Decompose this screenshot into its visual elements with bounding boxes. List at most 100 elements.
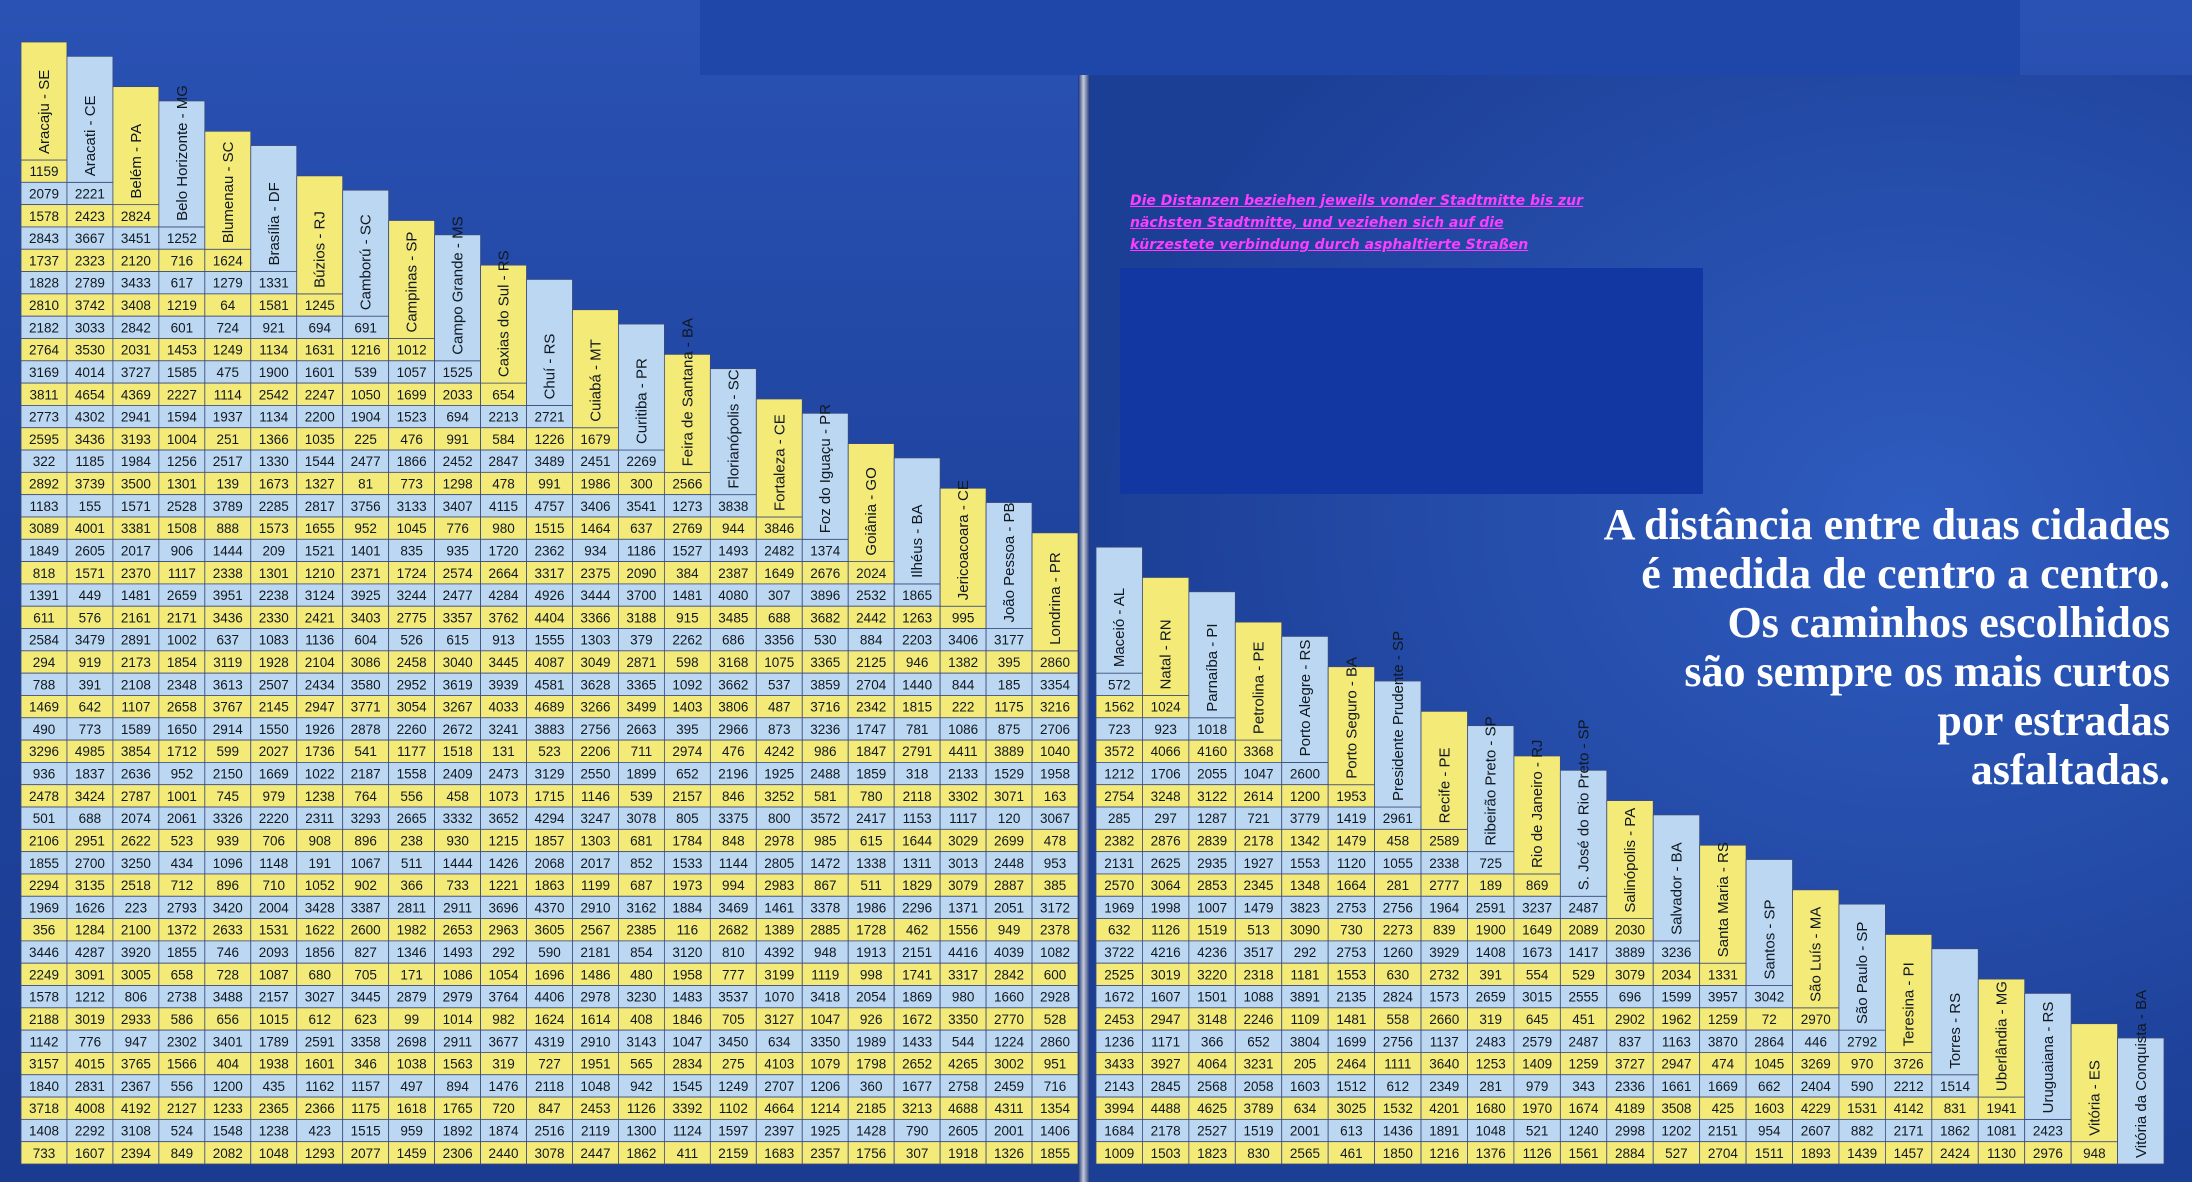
distance-value: 1374 (810, 543, 841, 558)
distance-value: 3216 (1040, 700, 1070, 715)
distance-value: 1532 (1383, 1101, 1413, 1116)
distance-value: 1561 (1569, 1146, 1599, 1161)
distance-value: 3220 (1197, 967, 1227, 982)
distance-value: 1514 (1940, 1079, 1971, 1094)
distance-value: 884 (860, 633, 883, 648)
distance-value: 1673 (1522, 945, 1552, 960)
distance-value: 1259 (1569, 1057, 1599, 1072)
distance-value: 781 (906, 722, 929, 737)
distance-value: 487 (768, 700, 791, 715)
distance-value: 2568 (1197, 1079, 1227, 1094)
distance-value: 530 (814, 633, 837, 648)
distance-value: 2842 (121, 320, 151, 335)
distance-value: 1941 (1986, 1101, 2016, 1116)
distance-value: 1240 (1569, 1124, 1599, 1139)
distance-value: 1050 (351, 387, 381, 402)
distance-value: 1724 (397, 566, 428, 581)
distance-value: 2871 (626, 655, 656, 670)
distance-value: 3064 (1151, 878, 1182, 893)
distance-value: 4926 (534, 588, 564, 603)
distance-value: 1444 (213, 543, 244, 558)
distance-value: 1348 (1290, 878, 1320, 893)
distance-value: 2775 (397, 610, 427, 625)
distance-value: 3168 (718, 655, 748, 670)
distance-value: 2342 (856, 700, 886, 715)
distance-value: 2125 (856, 655, 886, 670)
distance-value: 1508 (167, 521, 197, 536)
distance-value: 1216 (1429, 1146, 1459, 1161)
distance-value: 1109 (1290, 1012, 1319, 1027)
distance-value: 3771 (351, 700, 381, 715)
distance-value: 513 (1247, 923, 1270, 938)
distance-value: 2079 (29, 186, 59, 201)
distance-value: 2404 (1801, 1079, 1832, 1094)
distance-value: 523 (538, 744, 561, 759)
distance-value: 2030 (1615, 923, 1645, 938)
distance-value: 3804 (1290, 1034, 1321, 1049)
distance-value: 601 (171, 320, 194, 335)
distance-value: 1603 (1290, 1079, 1320, 1094)
distance-value: 723 (1108, 722, 1131, 737)
distance-value: 1998 (1151, 900, 1181, 915)
note-line: kürzestete verbindung durch asphaltierte… (1130, 237, 1529, 253)
distance-value: 4216 (1151, 945, 1181, 960)
distance-value: 4201 (1429, 1101, 1459, 1116)
distance-value: 2370 (121, 566, 151, 581)
distance-value: 2961 (1383, 811, 1413, 826)
distance-value: 2721 (534, 410, 564, 425)
distance-value: 490 (33, 722, 56, 737)
distance-value: 1117 (168, 566, 196, 581)
distance-value: 1815 (902, 700, 932, 715)
distance-value: 3356 (764, 633, 794, 648)
distance-value: 2108 (121, 677, 151, 692)
distance-value: 2382 (1104, 833, 1134, 848)
distance-value: 694 (446, 410, 469, 425)
distance-value: 3838 (718, 499, 748, 514)
distance-value: 1519 (1197, 923, 1227, 938)
distance-value: 2570 (1104, 878, 1134, 893)
distance-value: 2187 (351, 767, 381, 782)
distance-value: 1298 (443, 477, 473, 492)
distance-value: 1581 (259, 298, 289, 313)
distance-value: 730 (1340, 923, 1363, 938)
distance-value: 476 (722, 744, 745, 759)
distance-value: 1439 (1847, 1146, 1877, 1161)
distance-value: 1331 (1708, 967, 1738, 982)
city-header-label: Torres - RS (1947, 993, 1964, 1069)
distance-value: 4242 (764, 744, 794, 759)
distance-value: 1092 (672, 677, 702, 692)
distance-value: 952 (354, 521, 377, 536)
caption-line: são sempre os mais curtos (1684, 647, 2170, 696)
distance-value: 3040 (443, 655, 473, 670)
distance-value: 1544 (305, 454, 336, 469)
distance-value: 637 (630, 521, 653, 536)
distance-value: 598 (676, 655, 699, 670)
distance-value: 1962 (1661, 1012, 1691, 1027)
distance-value: 1301 (259, 566, 289, 581)
distance-value: 1403 (672, 700, 702, 715)
distance-value: 2550 (580, 767, 610, 782)
distance-value: 2227 (167, 387, 197, 402)
distance-value: 1273 (672, 499, 702, 514)
distance-value: 1479 (1243, 900, 1273, 915)
distance-value: 3124 (305, 588, 336, 603)
distance-value: 3823 (1290, 900, 1320, 915)
distance-value: 3406 (948, 633, 978, 648)
distance-value: 2676 (810, 566, 840, 581)
distance-value: 617 (171, 276, 194, 291)
distance-value: 1342 (1290, 833, 1320, 848)
distance-value: 4064 (1197, 1057, 1228, 1072)
distance-value: 2789 (75, 276, 105, 291)
distance-value: 3444 (580, 588, 611, 603)
distance-value: 2935 (1197, 856, 1227, 871)
distance-value: 3767 (213, 700, 243, 715)
distance-value: 3957 (1708, 990, 1738, 1005)
distance-value: 395 (998, 655, 1021, 670)
distance-value: 1114 (214, 387, 243, 402)
distance-value: 1518 (443, 744, 473, 759)
distance-value: 764 (354, 789, 377, 804)
distance-value: 1859 (856, 767, 886, 782)
distance-value: 366 (1201, 1034, 1224, 1049)
distance-value: 1120 (1337, 856, 1366, 871)
distance-value: 1253 (1476, 1057, 1506, 1072)
